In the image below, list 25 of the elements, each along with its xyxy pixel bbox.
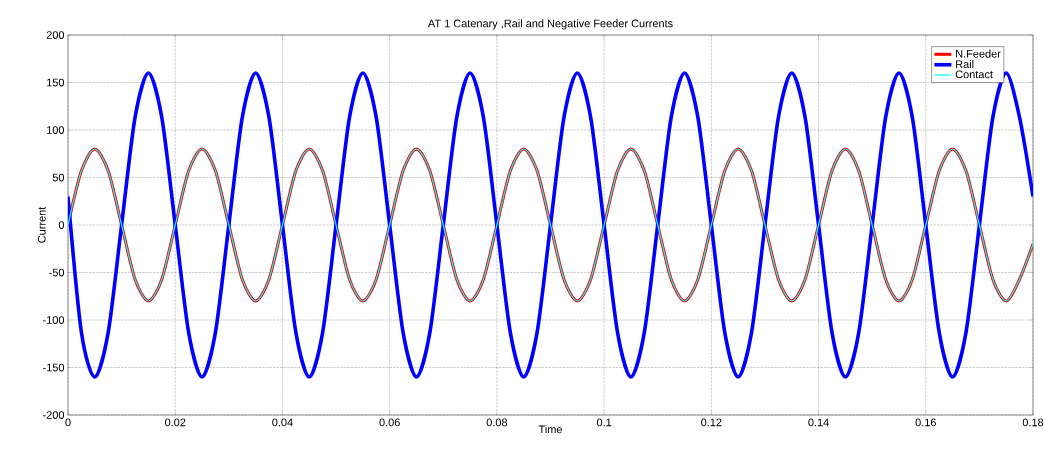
y-tick-label: 50 — [52, 173, 65, 182]
x-tick-label: 0.16 — [915, 418, 936, 427]
x-tick-label: 0.04 — [272, 418, 293, 427]
y-tick-label: -200 — [43, 411, 65, 419]
x-tick-label: 0.18 — [1022, 418, 1044, 427]
x-axis-title: Time — [538, 425, 562, 434]
legend-label: Contact — [955, 70, 993, 79]
y-tick-label: 100 — [47, 126, 65, 134]
y-tick-label: -150 — [43, 363, 65, 372]
y-tick-label: -100 — [43, 316, 65, 324]
y-tick-label: 150 — [47, 78, 65, 87]
x-tick-label: 0.1 — [596, 418, 612, 427]
x-tick-label: 0.08 — [486, 418, 508, 427]
x-tick-label: 0.02 — [164, 418, 186, 427]
y-tick-label: 200 — [46, 31, 65, 39]
legend-label: Rail — [956, 60, 974, 69]
legend-label: N.Feeder — [956, 49, 1001, 58]
x-tick-label: 0.14 — [808, 418, 829, 427]
chart-title: AT 1 Catenary ,Rail and Negative Feeder Currents — [427, 19, 673, 30]
y-tick-label: 0 — [58, 221, 65, 229]
x-tick-label: 0.12 — [701, 418, 722, 427]
y-tick-label: -50 — [49, 268, 65, 277]
y-axis-title: Current — [37, 206, 46, 243]
x-tick-label: 0 — [65, 418, 71, 427]
x-tick-label: 0.06 — [379, 418, 400, 427]
